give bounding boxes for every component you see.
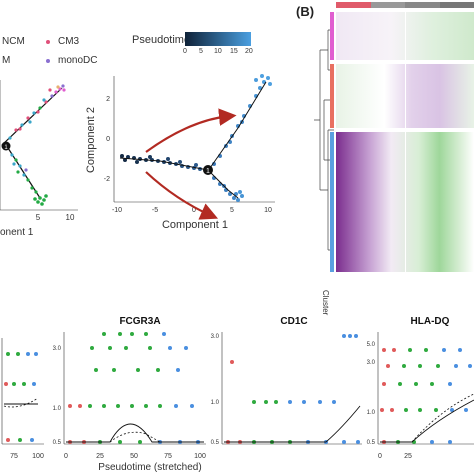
trajectory-upper-line [209, 81, 267, 169]
cell-points-upper [8, 84, 66, 140]
x-axis-label-left: onent 1 [0, 227, 34, 238]
panel-a-left: NCM CM3 M monoDC [0, 0, 110, 250]
colorbar-title: Pseudotime [132, 34, 191, 46]
plot-fcgr3a-ytick-1: 1.0 [53, 406, 62, 412]
legend-item-cm3: CM3 [58, 36, 80, 47]
plot-cd1c-title: CD1C [280, 316, 307, 327]
plot-fcgr3a-xtick-50: 50 [130, 453, 138, 460]
gene-plot-cd1c: CD1C 3.0 1.0 0.5 [211, 316, 362, 446]
cluster-strip-1 [330, 12, 334, 60]
gene-plot-hla-dq: HLA-DQ 5.0 3.0 1.0 0.5 0 25 [367, 316, 474, 460]
plot-fcgr3a-xtick-25: 25 [96, 453, 104, 460]
plot-fcgr3a-title: FCGR3A [119, 316, 160, 327]
plot-cd1c-ytick-05: 0.5 [211, 440, 220, 446]
colorbar [185, 32, 251, 46]
gene-plots: 75 100 FCGR3A 3.0 1.0 0.5 0 25 50 75 [1, 316, 474, 473]
trajectory-lower-line [209, 171, 239, 199]
plot-hla-xtick-25: 25 [404, 453, 412, 460]
gene-plot-fcgr3a: FCGR3A 3.0 1.0 0.5 0 25 50 75 100 [53, 316, 206, 460]
legend-item-monodc: monoDC [58, 55, 98, 66]
plot-fcgr3a-xtick-100: 100 [194, 453, 206, 460]
heatmap-divider-1 [405, 12, 406, 272]
colorbar-tick-20: 20 [245, 48, 253, 55]
y-axis-label-right: Component 2 [85, 107, 97, 173]
panel-c-x-axis-label: Pseudotime (stretched) [98, 462, 201, 473]
colorbar-tick-0: 0 [183, 48, 187, 55]
plot-hla-ytick-5: 5.0 [367, 342, 376, 348]
legend-dot-cm3 [46, 40, 50, 44]
plot-0-xtick-100: 100 [32, 453, 44, 460]
plot-hla-xtick-0: 0 [378, 453, 382, 460]
branch-node-left [1, 141, 11, 151]
gene-plot-0: 75 100 [1, 338, 44, 460]
plot-hla-ytick-3: 3.0 [367, 360, 376, 366]
y-tick-right--2: -2 [104, 176, 110, 183]
colorbar-tick-10: 10 [214, 48, 222, 55]
arrow-lower [145, 171, 219, 220]
x-tick-left-10: 10 [66, 213, 75, 222]
y-tick-right-2: 2 [106, 96, 110, 103]
plot-hla-points [380, 348, 472, 444]
x-tick-right--5: -5 [152, 207, 158, 214]
x-tick-right--10: -10 [112, 207, 122, 214]
trajectory-stem-line [119, 157, 209, 171]
branch-node-right-label: 1 [206, 168, 210, 175]
plot-fcgr3a-xtick-0: 0 [64, 453, 68, 460]
colorbar-tick-15: 15 [230, 48, 238, 55]
panel-b-label: (B) [296, 4, 315, 19]
x-axis-label-right: Component 1 [162, 219, 228, 231]
x-tick-left-5: 5 [36, 213, 41, 222]
legend-dot-monodc [46, 59, 50, 63]
panel-c: 75 100 FCGR3A 3.0 1.0 0.5 0 25 50 75 [0, 310, 474, 474]
cell-points-lower [10, 153, 48, 206]
legend-item-m: M [2, 55, 11, 66]
trajectory-plot-left: 1 5 10 onent 1 [0, 80, 78, 238]
plot-cd1c-ytick-1: 1.0 [211, 400, 220, 406]
x-tick-right-10: 10 [264, 207, 272, 214]
heatmap-top-annotation [336, 2, 474, 8]
plot-hla-ytick-1: 1.0 [367, 410, 376, 416]
cluster-strip-2 [330, 64, 334, 128]
trajectory-plot-right: 2 0 -2 -10 -5 0 5 10 Component 1 Compone… [85, 74, 275, 231]
colorbar-tick-5: 5 [199, 48, 203, 55]
trajectory-branch-lower [7, 147, 41, 199]
panel-a-right: Pseudotime 0 5 10 15 20 2 0 -2 -10 -5 0 … [80, 30, 285, 250]
x-tick-right-0: 0 [192, 207, 196, 214]
plot-cd1c-points [226, 334, 360, 444]
arrow-upper [145, 108, 237, 153]
plot-fcgr3a-points [68, 332, 200, 444]
x-tick-right-5: 5 [230, 207, 234, 214]
plot-fcgr3a-ytick-05: 0.5 [53, 440, 62, 446]
cluster-strip-3 [330, 132, 334, 272]
plot-fcgr3a-xtick-75: 75 [164, 453, 172, 460]
branch-node-left-label: 1 [4, 145, 8, 151]
cell-points-stem [120, 154, 208, 172]
panel-b: (B) Cluster [290, 0, 474, 315]
plot-fcgr3a-ytick-3: 3.0 [53, 346, 62, 352]
plot-cd1c-ytick-3: 3.0 [211, 334, 220, 340]
legend-item-ncm: NCM [2, 36, 25, 47]
plot-hla-ytick-05: 0.5 [367, 440, 376, 446]
plot-hla-title: HLA-DQ [411, 316, 450, 327]
branch-node-right [203, 165, 213, 175]
y-tick-right-0: 0 [106, 136, 110, 143]
cell-points-lower-branch [212, 176, 244, 202]
plot-0-xtick-75: 75 [10, 453, 18, 460]
